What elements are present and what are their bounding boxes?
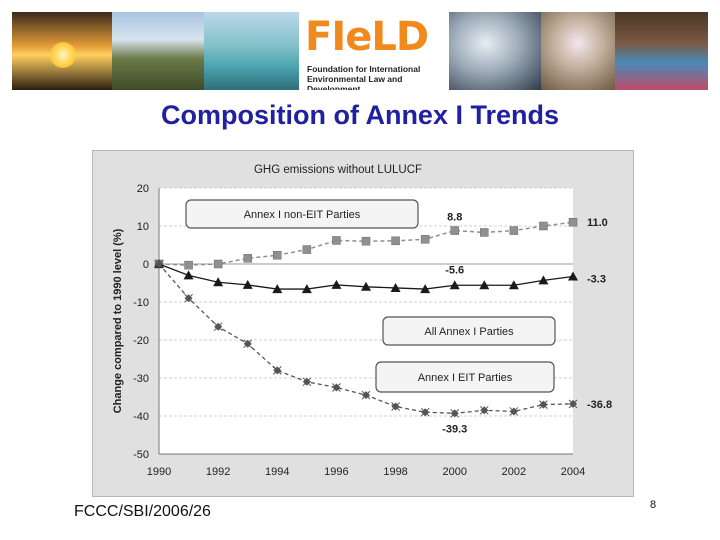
data-point-triangle: [213, 277, 224, 287]
series-label: Annex I EIT Parties: [418, 372, 513, 384]
data-point-triangle: [390, 282, 401, 292]
data-point-star-stroke: [154, 259, 164, 269]
data-point-star-stroke: [509, 407, 519, 416]
data-value-label: 11.0: [587, 217, 608, 229]
ghg-trend-chart: 20 10 0 -10 -20 -30 -40 -50 1990 1992 1994 1996 1998…: [112, 164, 612, 478]
data-point-triangle: [420, 284, 431, 294]
x-tick-label: 1994: [265, 466, 289, 478]
y-tick-label: 20: [137, 183, 149, 195]
y-axis-label: Change compared to 1990 level (%): [112, 228, 124, 413]
data-point-triangle: [508, 280, 519, 290]
data-point-star-stroke: [479, 405, 489, 415]
data-value-label: -3.3: [587, 274, 606, 286]
data-point-square: [450, 226, 459, 235]
data-point-square: [539, 221, 548, 231]
data-point-star-stroke: [272, 366, 282, 375]
y-tick-label: -20: [133, 335, 149, 347]
series-label-box: [185, 199, 419, 229]
x-tick-label: 1996: [324, 466, 348, 478]
data-value-label: -39.3: [442, 423, 467, 435]
data-point-triangle: [301, 284, 312, 294]
slide-title: Composition of Annex I Trends: [160, 100, 559, 130]
data-point-triangle: [361, 281, 371, 291]
data-point-star-stroke: [539, 400, 548, 409]
mountain-photo: [112, 12, 204, 90]
data-value-label: -36.8: [587, 399, 612, 411]
data-value-label: 8.8: [447, 212, 462, 224]
y-tick-label: -50: [133, 449, 149, 461]
x-tick-label: 1992: [206, 466, 230, 478]
logo-wordmark: FIeLD: [305, 14, 429, 60]
chart-frame: 20 10 0 -10 -20 -30 -40 -50 1990 1992 1994 1996 1998…: [92, 150, 634, 497]
series-label-box: [375, 361, 555, 393]
flowers-photo: [541, 12, 615, 90]
x-tick-label: 1990: [147, 466, 171, 478]
data-point-square: [361, 236, 371, 246]
data-point-triangle: [479, 280, 490, 290]
data-point-star-stroke: [450, 408, 460, 418]
data-point-square: [509, 226, 519, 235]
data-point-triangle: [538, 275, 549, 285]
data-value-label: -5.6: [445, 264, 464, 276]
series-label: All Annex I Parties: [424, 326, 514, 338]
data-point-square: [420, 235, 430, 244]
x-tick-label: 1998: [383, 466, 407, 478]
data-point-triangle: [568, 271, 578, 281]
data-point-star-stroke: [391, 402, 400, 411]
x-tick-label: 2002: [502, 466, 526, 478]
y-tick-label: 0: [143, 259, 149, 271]
x-tick-label: 2000: [442, 466, 466, 478]
document-reference: FCCC/SBI/2006/26: [74, 503, 211, 520]
data-point-square: [332, 236, 341, 245]
data-point-square: [184, 260, 193, 270]
data-point-triangle: [272, 284, 283, 294]
y-tick-label: -30: [133, 373, 149, 385]
y-tick-label: 10: [137, 221, 149, 233]
data-point-star-stroke: [243, 339, 253, 349]
data-point-star-stroke: [332, 383, 341, 392]
data-point-square: [302, 245, 312, 254]
y-tick-label: -10: [133, 297, 149, 309]
data-point-triangle: [449, 280, 460, 290]
data-point-star-stroke: [302, 377, 312, 387]
field-logo: FIeLD Foundation for International Envir…: [299, 12, 449, 90]
series-label: Annex I non-EIT Parties: [244, 209, 361, 221]
boat-photo: [204, 12, 299, 90]
data-point-square: [391, 236, 400, 246]
people-photo: [615, 12, 708, 90]
sky-photo: [449, 12, 541, 90]
header-banner: FIeLD Foundation for International Envir…: [12, 12, 708, 90]
series-label-box: [382, 316, 556, 346]
data-point-star-stroke: [184, 293, 193, 303]
chart-title: GHG emissions without LULUCF: [254, 164, 422, 176]
data-point-triangle: [331, 279, 342, 289]
data-point-square: [213, 259, 223, 269]
data-point-star-stroke: [568, 399, 578, 409]
page-number: 8: [650, 499, 657, 511]
data-point-star-stroke: [361, 390, 371, 400]
data-point-square: [243, 254, 252, 263]
sunset-photo: [12, 12, 112, 90]
logo-subtitle-line2: Environmental Law and Development: [307, 74, 403, 90]
data-point-triangle: [183, 270, 194, 280]
x-tick-label: 2004: [561, 466, 585, 478]
logo-subtitle: Foundation for International Environment…: [307, 64, 449, 90]
data-point-star-stroke: [213, 322, 223, 332]
data-point-square: [273, 251, 282, 260]
data-point-star-stroke: [420, 407, 430, 417]
data-point-square: [480, 228, 489, 237]
data-point-triangle: [242, 279, 253, 289]
logo-subtitle-line1: Foundation for International: [307, 64, 421, 74]
y-tick-label: -40: [133, 411, 149, 423]
data-point-square: [568, 217, 578, 227]
